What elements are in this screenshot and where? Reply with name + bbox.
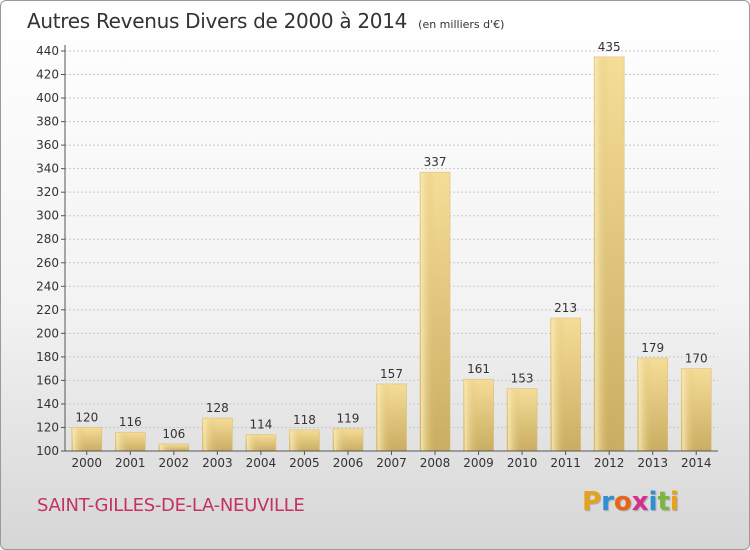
y-tick-label: 420 — [36, 68, 59, 82]
x-tick-label: 2005 — [289, 456, 320, 470]
bar-group: 213 — [550, 301, 581, 452]
bar-value-label: 119 — [337, 412, 360, 426]
y-tick-label: 440 — [36, 44, 59, 58]
bar-group: 106 — [158, 427, 190, 452]
y-tick-label: 260 — [36, 256, 59, 270]
bar-value-label: 106 — [162, 427, 185, 441]
bar-group: 170 — [680, 352, 712, 452]
bar-group: 157 — [376, 367, 407, 452]
chart-title: Autres Revenus Divers de 2000 à 2014 — [27, 9, 408, 33]
x-tick-label: 2001 — [115, 456, 146, 470]
chart-unit: (en milliers d'€) — [418, 18, 505, 31]
bar-highlight — [508, 389, 522, 451]
bar-highlight — [421, 173, 435, 452]
bar-group: 435 — [593, 40, 625, 452]
bar-value-label: 153 — [511, 372, 534, 386]
bar-highlight — [72, 428, 87, 451]
y-tick-label: 380 — [36, 115, 59, 129]
x-tick-label: 2002 — [159, 456, 190, 470]
logo-letter: i — [648, 487, 658, 517]
bar-group: 153 — [506, 372, 538, 452]
bar-highlight — [203, 419, 217, 451]
bar-highlight — [682, 369, 696, 451]
bar-group: 161 — [463, 362, 494, 452]
x-tick-label: 2010 — [507, 456, 538, 470]
logo-letter: i — [669, 487, 679, 517]
bar-value-label: 213 — [554, 301, 577, 315]
bar-value-label: 161 — [467, 362, 490, 376]
bar-highlight — [333, 429, 348, 451]
y-tick-label: 160 — [36, 373, 59, 387]
y-tick-label: 360 — [36, 138, 59, 152]
logo-letter: o — [613, 487, 632, 517]
bars: 120 116 106 128 114 118 119 157 337 161 153 213 435 1… — [71, 40, 712, 452]
bar-value-label: 337 — [424, 155, 447, 169]
y-tick-label: 180 — [36, 350, 59, 364]
title-row: Autres Revenus Divers de 2000 à 2014 (en… — [27, 9, 504, 33]
bar-value-label: 170 — [685, 352, 708, 366]
y-tick-label: 200 — [36, 326, 59, 340]
bar-value-label: 120 — [75, 410, 98, 424]
y-tick-label: 220 — [36, 303, 59, 317]
bar-group: 119 — [332, 412, 364, 452]
bar-highlight — [377, 384, 391, 451]
logo-letter: x — [631, 487, 649, 517]
place-name: SAINT-GILLES-DE-LA-NEUVILLE — [37, 495, 305, 516]
bar-group: 118 — [289, 413, 320, 452]
logo-letter: P — [582, 487, 602, 517]
y-tick-label: 100 — [36, 444, 59, 458]
x-tick-label: 2009 — [463, 456, 494, 470]
x-tick-label: 2012 — [594, 456, 625, 470]
x-tick-label: 2007 — [376, 456, 407, 470]
bar-highlight — [246, 435, 261, 451]
y-tick-label: 280 — [36, 232, 59, 246]
y-tick-label: 400 — [36, 91, 59, 105]
bar-highlight — [551, 319, 566, 451]
bar-value-label: 157 — [380, 367, 403, 381]
x-tick-label: 2006 — [333, 456, 364, 470]
bar-highlight — [464, 380, 479, 451]
proxiti-logo: Proxiti — [582, 487, 679, 517]
y-tick-label: 120 — [36, 420, 59, 434]
bar-highlight — [159, 444, 174, 451]
x-tick-label: 2014 — [681, 456, 712, 470]
y-tick-label: 240 — [36, 279, 59, 293]
bar-value-label: 114 — [249, 418, 272, 432]
logo-letter: r — [601, 487, 614, 517]
bar-highlight — [290, 430, 304, 451]
bar-highlight — [116, 433, 130, 451]
x-tick-label: 2000 — [71, 456, 102, 470]
x-tick-label: 2013 — [637, 456, 668, 470]
logo-letter: t — [657, 487, 670, 517]
x-axis-ticks: 2000 2001 2002 2003 2004 2005 2006 2007 2008 2009… — [71, 451, 712, 470]
x-tick-label: 2004 — [246, 456, 277, 470]
bar-group: 337 — [419, 155, 451, 452]
bar-value-label: 116 — [119, 415, 142, 429]
bar-value-label: 435 — [598, 40, 621, 54]
y-tick-label: 320 — [36, 185, 59, 199]
bar-highlight — [638, 359, 653, 451]
bar-group: 128 — [202, 401, 233, 452]
bar-value-label: 128 — [206, 401, 229, 415]
bar-group: 116 — [115, 415, 146, 452]
bar-highlight — [595, 57, 609, 451]
x-tick-label: 2003 — [202, 456, 233, 470]
bar-value-label: 118 — [293, 413, 316, 427]
bar-group: 114 — [245, 418, 277, 452]
y-tick-label: 340 — [36, 162, 59, 176]
bar-value-label: 179 — [641, 341, 664, 355]
bar-group: 179 — [637, 341, 669, 452]
y-tick-label: 300 — [36, 209, 59, 223]
x-tick-label: 2008 — [420, 456, 451, 470]
y-tick-label: 140 — [36, 397, 59, 411]
x-tick-label: 2011 — [550, 456, 581, 470]
y-axis-ticks: 100 120 140 160 180 200 220 240 260 280 300 320 340 3… — [36, 44, 65, 458]
bar-group: 120 — [71, 410, 103, 452]
